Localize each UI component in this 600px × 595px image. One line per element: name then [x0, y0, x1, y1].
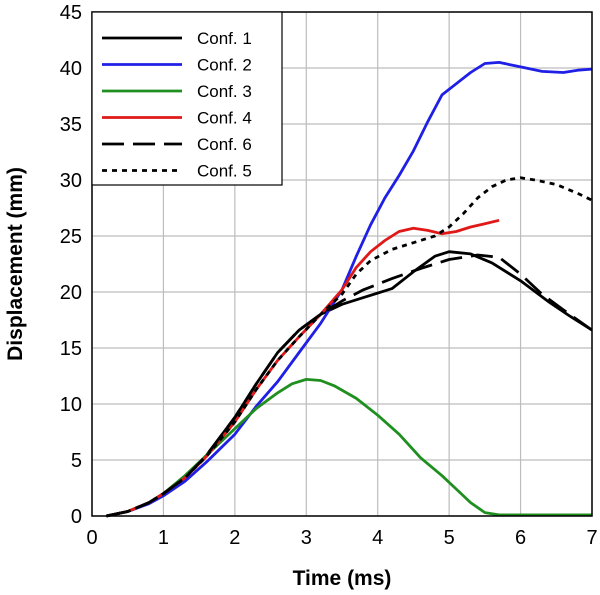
y-tick-label: 15 — [60, 338, 82, 360]
legend-label: Conf. 6 — [197, 135, 252, 154]
x-tick-label: 6 — [515, 527, 526, 549]
x-tick-label: 3 — [301, 527, 312, 549]
y-tick-label: 40 — [60, 58, 82, 80]
legend-box — [91, 11, 283, 186]
y-tick-label: 20 — [60, 282, 82, 304]
y-tick-label: 45 — [60, 2, 82, 24]
plot-frame — [91, 11, 593, 517]
y-tick-label: 5 — [71, 450, 82, 472]
x-tick-label: 7 — [586, 527, 597, 549]
y-tick-label: 30 — [60, 170, 82, 192]
x-tick-label: 0 — [86, 527, 97, 549]
x-tick-label: 2 — [229, 527, 240, 549]
x-tick-label: 5 — [444, 527, 455, 549]
x-axis-title: Time (ms) — [293, 567, 392, 590]
y-tick-label: 0 — [71, 506, 82, 528]
y-axis-title: Displacement (mm) — [4, 167, 27, 361]
legend-label: Conf. 4 — [197, 109, 252, 128]
y-tick-label: 25 — [60, 226, 82, 248]
x-tick-label: 4 — [372, 527, 383, 549]
series-lines — [106, 61, 593, 518]
x-tick-label: 1 — [158, 527, 169, 549]
series-line-5 — [106, 253, 593, 518]
y-tick-label: 10 — [60, 394, 82, 416]
legend-label: Conf. 5 — [197, 162, 252, 181]
legend-label: Conf. 3 — [197, 82, 252, 101]
y-tick-label: 35 — [60, 114, 82, 136]
series-line-2 — [106, 61, 593, 518]
legend-label: Conf. 1 — [197, 29, 252, 48]
legend: Conf. 1 Conf. 2 Conf. 3 Conf. 4 Conf. 6 Conf.… — [91, 11, 283, 186]
legend-label: Conf. 2 — [197, 56, 252, 75]
series-line-3 — [106, 378, 592, 518]
